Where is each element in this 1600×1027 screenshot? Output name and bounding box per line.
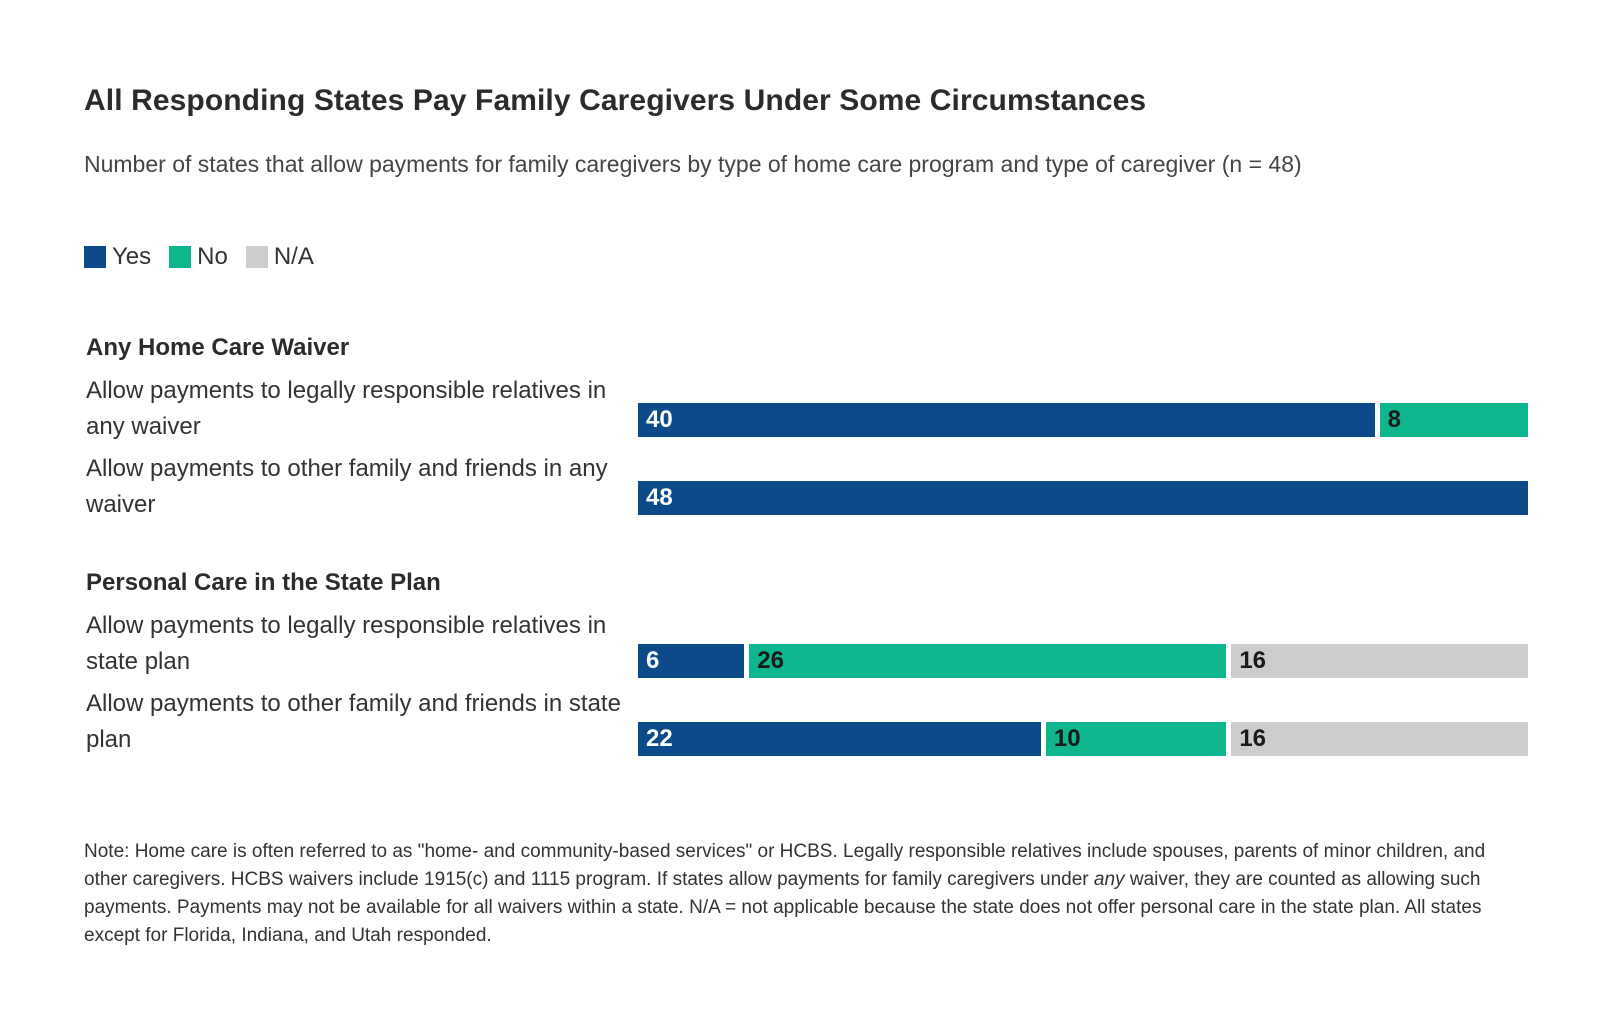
group-title-state-plan: Personal Care in the State Plan: [86, 569, 441, 596]
bar-segment-no: 26: [749, 644, 1227, 678]
bar-segment-yes: 48: [638, 481, 1528, 515]
bar-segment-yes: 22: [638, 722, 1041, 756]
legend-item-na: N/A: [245, 243, 314, 271]
bar-value-label: 10: [1053, 725, 1081, 752]
bar-segment-no: 10: [1045, 722, 1227, 756]
bar-segment-yes: 6: [638, 644, 745, 678]
bar-value-label: 16: [1239, 725, 1267, 752]
legend-label-no: No: [197, 243, 228, 270]
chart-note: Note: Home care is often referred to as …: [84, 838, 1524, 950]
legend-item-yes: Yes: [84, 243, 151, 271]
group-title-waiver: Any Home Care Waiver: [86, 334, 350, 361]
bar-value-label: 22: [646, 725, 673, 752]
row-label-waiver-other-family: Allow payments to other family and frien…: [86, 455, 608, 518]
legend-swatch-no: [169, 246, 192, 268]
legend-label-yes: Yes: [112, 243, 152, 270]
bar-segment-yes: 40: [638, 403, 1375, 437]
bar-value-label: 48: [646, 484, 673, 511]
chart-title: All Responding States Pay Family Caregiv…: [84, 84, 1147, 117]
note-emphasis: any: [1093, 869, 1125, 890]
row-label-state-plan-other-family: Allow payments to other family and frien…: [86, 690, 621, 753]
legend-swatch-yes: [84, 246, 106, 268]
legend: Yes No N/A: [84, 243, 332, 271]
legend-label-na: N/A: [273, 243, 314, 270]
note-text-after: waiver, they are counted as allowing suc…: [84, 869, 1482, 946]
row-label-state-plan-legally-responsible: Allow payments to legally responsible re…: [86, 612, 607, 675]
legend-item-no: No: [169, 243, 228, 271]
bar-segment-na: 16: [1231, 644, 1528, 678]
legend-swatch-na: [245, 246, 268, 268]
bar-value-label: 6: [646, 647, 660, 674]
row-label-waiver-legally-responsible: Allow payments to legally responsible re…: [86, 377, 607, 440]
chart-subtitle: Number of states that allow payments for…: [84, 151, 1302, 177]
bar-segment-no: 8: [1379, 403, 1528, 437]
bar-value-label: 8: [1387, 406, 1402, 433]
bar-value-label: 40: [646, 406, 673, 433]
bar-value-label: 16: [1239, 647, 1267, 674]
bar-value-label: 26: [757, 647, 784, 674]
bar-segment-na: 16: [1231, 722, 1528, 756]
note-text-before: Note: Home care is often referred to as …: [84, 841, 1486, 890]
